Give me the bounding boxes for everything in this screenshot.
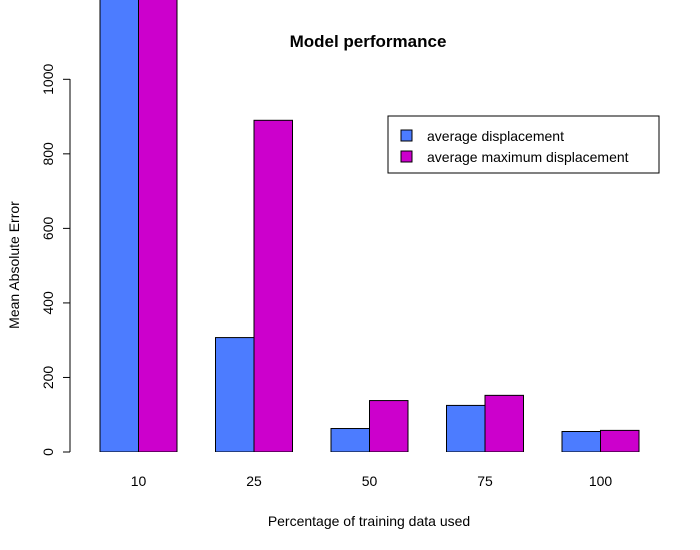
bars xyxy=(99,0,640,452)
bar-average-displacement-100 xyxy=(561,431,601,452)
x-tick-label-50: 50 xyxy=(362,473,378,489)
legend-swatch-average-displacement xyxy=(400,129,413,142)
bar-average-maximum-displacement-10 xyxy=(138,0,178,452)
y-tick-label-1000: 1000 xyxy=(40,64,56,95)
x-tick-labels: 10 25 50 75 100 xyxy=(131,473,613,489)
legend-swatch-average-maximum-displacement xyxy=(400,150,413,163)
y-axis: 0 200 400 600 800 1000 xyxy=(40,64,71,456)
x-tick-label-100: 100 xyxy=(589,473,613,489)
x-tick-label-75: 75 xyxy=(477,473,493,489)
x-tick-label-25: 25 xyxy=(246,473,262,489)
x-tick-label-10: 10 xyxy=(131,473,147,489)
bar-average-maximum-displacement-25 xyxy=(253,119,293,452)
legend-label-average-maximum-displacement: average maximum displacement xyxy=(427,149,629,165)
legend-label-average-displacement: average displacement xyxy=(427,128,564,144)
bar-average-displacement-50 xyxy=(330,428,370,452)
y-tick-label-800: 800 xyxy=(40,142,56,166)
bar-average-displacement-10 xyxy=(99,0,139,452)
y-tick-label-0: 0 xyxy=(40,448,56,456)
bar-average-maximum-displacement-50 xyxy=(369,400,409,452)
legend-box xyxy=(387,115,660,174)
bar-average-maximum-displacement-100 xyxy=(600,429,640,452)
y-axis-label: Mean Absolute Error xyxy=(6,201,22,329)
x-axis-label: Percentage of training data used xyxy=(268,513,470,529)
chart-title: Model performance xyxy=(290,32,447,51)
y-tick-label-400: 400 xyxy=(40,291,56,315)
y-tick-label-600: 600 xyxy=(40,216,56,240)
y-tick-label-200: 200 xyxy=(40,366,56,390)
bar-average-maximum-displacement-75 xyxy=(484,394,524,452)
legend: average displacement average maximum dis… xyxy=(387,115,660,174)
bar-average-displacement-75 xyxy=(446,404,486,452)
bar-average-displacement-25 xyxy=(215,337,255,452)
